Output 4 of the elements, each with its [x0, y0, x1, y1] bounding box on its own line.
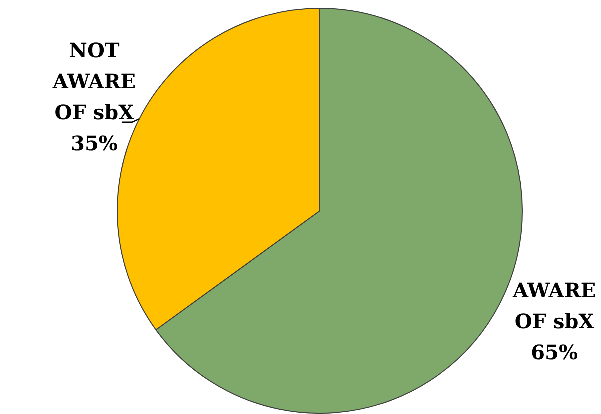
slice-label: AWARE OF sbX	[512, 278, 596, 334]
data-label: 35%	[71, 132, 118, 156]
slice-label: NOT AWARE OF sbX	[52, 38, 136, 125]
data-label: 65%	[531, 340, 578, 364]
